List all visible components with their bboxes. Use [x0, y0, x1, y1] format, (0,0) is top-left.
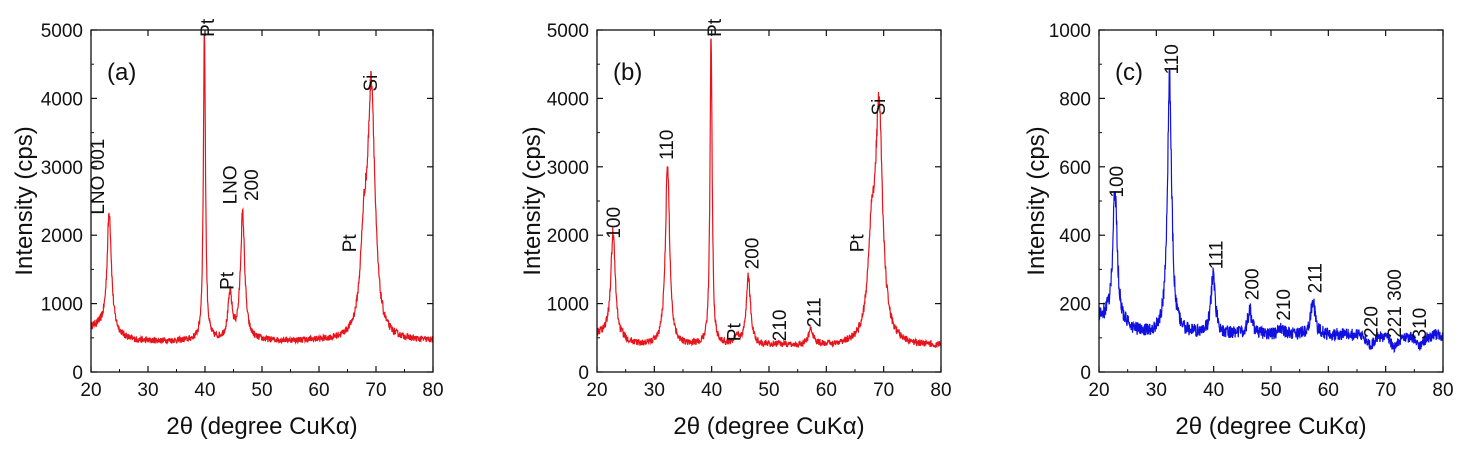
- x-tick-label: 70: [873, 380, 894, 401]
- x-tick-label: 30: [137, 380, 158, 401]
- peak-annotation: Si: [869, 99, 890, 116]
- peak-annotation: Pt: [724, 323, 745, 342]
- xrd-spectrum-line: [597, 38, 941, 349]
- panel-label: (a): [107, 59, 136, 86]
- y-tick-label: 3000: [41, 158, 83, 179]
- x-tick-label: 40: [701, 380, 722, 401]
- x-tick-label: 30: [644, 380, 665, 401]
- peak-annotation: 210: [770, 310, 791, 342]
- x-tick-label: 60: [816, 380, 837, 401]
- peak-annotation: 211: [1305, 263, 1326, 293]
- x-tick-label: 40: [194, 380, 215, 401]
- x-axis-label: 2θ (degree CuKα): [1175, 413, 1366, 440]
- y-tick-label: 3000: [547, 158, 589, 179]
- x-tick-label: 60: [308, 380, 329, 401]
- x-tick-label: 70: [1375, 380, 1396, 401]
- peak-annotation: 111: [1206, 241, 1227, 270]
- x-axis-label: 2θ (degree CuKα): [673, 413, 864, 440]
- peak-annotation: Pt: [340, 234, 361, 253]
- peak-annotation: 221 300: [1385, 269, 1406, 338]
- x-tick-label: 20: [586, 380, 607, 401]
- peak-annotation: 200: [743, 238, 764, 270]
- x-tick-label: 40: [1203, 380, 1224, 401]
- peak-annotation: LNO 001: [88, 139, 109, 215]
- y-tick-label: 600: [1059, 158, 1091, 179]
- x-tick-label: 80: [930, 380, 951, 401]
- plot-frame: [596, 29, 942, 373]
- y-tick-label: 0: [578, 363, 589, 384]
- y-tick-label: 400: [1059, 226, 1091, 247]
- x-tick-label: 50: [1260, 380, 1281, 401]
- peak-annotation: LNO: [220, 165, 241, 204]
- y-tick-label: 1000: [41, 295, 83, 316]
- peak-annotation: Pt: [848, 234, 869, 253]
- xrd-spectrum-line: [91, 33, 433, 345]
- y-tick-label: 4000: [41, 89, 83, 110]
- y-tick-label: 4000: [547, 89, 589, 110]
- peak-annotation: Pt: [705, 18, 726, 37]
- peak-annotation: 310: [1410, 308, 1431, 340]
- y-tick-label: 5000: [41, 21, 83, 42]
- y-axis-label: Intensity (cps): [11, 126, 38, 275]
- y-axis-label: Intensity (cps): [519, 126, 546, 275]
- y-axis-label: Intensity (cps): [1023, 126, 1050, 275]
- chart-panel-1: 20 30 40 50 60 70 80 0 1000 2000 3000 4000 5000 2θ (d…: [11, 18, 444, 440]
- y-tick-label: 0: [1080, 363, 1091, 384]
- peak-annotation: Pt: [198, 18, 219, 37]
- x-tick-label: 50: [758, 380, 779, 401]
- chart-panel-2: 20 30 40 50 60 70 80 0 1000 2000 3000 4000 5000 2θ (d…: [519, 18, 952, 440]
- x-tick-label: 20: [1088, 380, 1109, 401]
- x-tick-label: 70: [365, 380, 386, 401]
- peak-annotation: 200: [1242, 268, 1263, 300]
- y-tick-label: 200: [1059, 295, 1091, 316]
- peak-annotation: 110: [1162, 44, 1183, 74]
- x-tick-label: 80: [422, 380, 443, 401]
- peak-annotation: Pt: [218, 271, 239, 290]
- panel-label: (c): [1115, 59, 1143, 86]
- y-tick-label: 1000: [1049, 21, 1091, 42]
- y-tick-label: 800: [1059, 89, 1091, 110]
- peak-annotation: 200: [242, 169, 263, 201]
- y-tick-label: 5000: [547, 21, 589, 42]
- y-tick-label: 2000: [41, 226, 83, 247]
- x-axis-label: 2θ (degree CuKα): [166, 413, 357, 440]
- panel-label: (b): [613, 59, 642, 86]
- y-tick-label: 1000: [547, 295, 589, 316]
- peak-annotation: 220: [1362, 306, 1383, 338]
- xrd-spectrum-line: [1099, 68, 1443, 354]
- x-tick-label: 30: [1146, 380, 1167, 401]
- peak-annotation: 100: [1107, 166, 1128, 198]
- peak-annotation: 100: [604, 207, 625, 239]
- x-tick-label: 80: [1432, 380, 1453, 401]
- peak-annotation: 211: [805, 297, 826, 327]
- y-tick-label: 2000: [547, 226, 589, 247]
- peak-annotation: Si: [361, 75, 382, 92]
- x-tick-label: 60: [1318, 380, 1339, 401]
- x-tick-label: 20: [80, 380, 101, 401]
- x-tick-label: 50: [251, 380, 272, 401]
- y-tick-label: 0: [72, 363, 83, 384]
- peak-annotation: 110: [657, 130, 678, 160]
- peak-annotation: 210: [1274, 289, 1295, 321]
